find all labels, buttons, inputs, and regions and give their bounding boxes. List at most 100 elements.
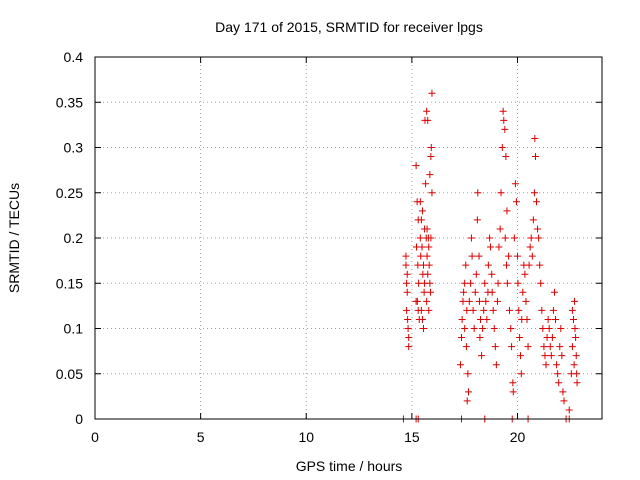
data-point — [481, 279, 489, 287]
data-point — [524, 343, 532, 351]
data-point — [464, 370, 472, 378]
data-point — [517, 370, 525, 378]
data-point — [523, 315, 531, 323]
data-point — [472, 270, 480, 278]
x-tick-label: 20 — [510, 429, 526, 445]
data-point — [530, 189, 538, 197]
data-point — [486, 243, 494, 251]
y-tick-label: 0.2 — [64, 230, 84, 246]
grid — [95, 57, 602, 419]
data-point — [427, 144, 435, 151]
data-point — [402, 252, 410, 260]
data-point — [423, 252, 431, 260]
data-point — [573, 379, 581, 387]
data-point — [505, 252, 513, 260]
data-point — [424, 116, 432, 124]
data-point — [475, 297, 483, 305]
data-point — [553, 361, 561, 369]
y-tick-label: 0.15 — [56, 275, 83, 291]
chart-title: Day 171 of 2015, SRMTID for receiver lpg… — [215, 19, 483, 35]
data-point — [464, 388, 472, 396]
y-tick-label: 0.25 — [56, 185, 83, 201]
data-point — [425, 306, 433, 314]
data-point — [403, 306, 411, 314]
data-point — [404, 325, 412, 332]
data-point — [501, 234, 509, 242]
data-point — [417, 252, 425, 260]
y-tick-label: 0.05 — [56, 366, 83, 382]
data-point — [522, 297, 530, 305]
data-point — [501, 125, 509, 133]
data-point — [550, 288, 558, 296]
data-point — [456, 361, 464, 369]
data-point — [461, 279, 469, 287]
data-point — [498, 144, 506, 151]
data-point — [572, 334, 580, 342]
data-point — [471, 288, 479, 296]
data-point — [559, 388, 567, 396]
x-tick-label: 10 — [298, 429, 314, 445]
data-point — [462, 343, 470, 351]
data-point — [510, 234, 518, 242]
data-point — [403, 270, 411, 278]
data-point — [545, 325, 553, 332]
data-point — [499, 107, 507, 115]
data-point — [556, 343, 564, 351]
data-point — [426, 288, 434, 296]
data-point — [500, 116, 508, 124]
data-point — [418, 207, 426, 215]
data-point — [507, 325, 515, 332]
x-tick-label: 0 — [91, 429, 99, 445]
data-point — [426, 171, 434, 179]
data-point — [403, 279, 411, 287]
data-point — [459, 297, 467, 305]
data-point — [423, 297, 431, 305]
data-point — [514, 252, 521, 260]
data-point — [537, 279, 545, 287]
data-point — [418, 243, 426, 251]
data-point — [421, 225, 429, 233]
data-point — [549, 306, 557, 314]
data-point — [511, 180, 519, 188]
data-points — [399, 89, 581, 423]
data-point — [521, 270, 529, 278]
data-point — [490, 325, 498, 332]
data-point — [555, 379, 563, 387]
data-point — [482, 297, 490, 305]
data-point — [572, 352, 580, 360]
data-point — [515, 306, 523, 314]
y-tick-label: 0.35 — [56, 94, 83, 110]
data-point — [418, 315, 426, 323]
data-point — [565, 406, 573, 414]
data-point — [402, 261, 410, 269]
data-point — [489, 306, 497, 314]
data-point — [497, 189, 505, 197]
data-point — [484, 261, 492, 269]
data-point — [424, 270, 432, 278]
data-point — [536, 261, 544, 269]
data-point — [538, 306, 546, 314]
data-point — [560, 397, 568, 405]
data-point — [427, 234, 435, 242]
data-point — [491, 343, 499, 351]
data-point — [417, 306, 425, 314]
data-point — [404, 315, 412, 323]
data-point — [531, 153, 539, 161]
data-point — [476, 334, 484, 342]
data-point — [529, 216, 537, 224]
data-point — [415, 279, 423, 287]
data-point — [478, 352, 486, 360]
data-point — [488, 270, 496, 278]
y-tick-label: 0.3 — [64, 140, 84, 156]
data-point — [477, 315, 485, 323]
data-point — [461, 325, 469, 332]
data-point — [495, 243, 503, 251]
data-point — [405, 343, 413, 351]
data-point — [428, 189, 436, 197]
y-tick-label: 0.4 — [64, 49, 84, 65]
data-point — [470, 325, 478, 332]
data-point — [541, 352, 549, 360]
data-point — [419, 325, 427, 332]
data-point — [423, 107, 431, 115]
